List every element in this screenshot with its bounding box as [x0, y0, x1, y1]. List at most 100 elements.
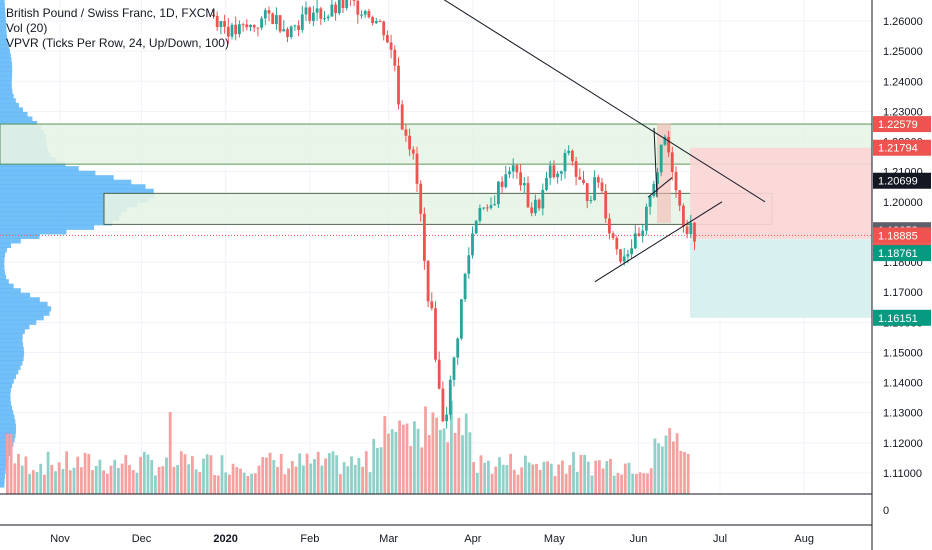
- volume-bar-down: [401, 424, 405, 494]
- price-label-last: [873, 227, 931, 244]
- candle-down: [515, 165, 519, 173]
- candle-down: [674, 171, 678, 191]
- candle-down: [552, 165, 556, 178]
- volume-bar-up: [590, 475, 594, 494]
- volume-bar-up: [627, 462, 631, 494]
- volume-bar-up: [165, 457, 168, 494]
- volume-bar-up: [224, 472, 228, 494]
- price-tick-label: 1.25000: [883, 46, 923, 58]
- volume-bar-up: [205, 454, 209, 494]
- profile-row: [0, 44, 9, 50]
- volume-bar-down: [213, 475, 216, 494]
- trendline-support: [594, 201, 723, 283]
- profile-row: [0, 419, 16, 425]
- profile-row: [0, 98, 16, 104]
- candle-down: [400, 104, 404, 130]
- volume-bar-down: [231, 463, 235, 494]
- candle-down: [667, 136, 670, 153]
- profile-row: [0, 297, 40, 303]
- candle-up: [459, 299, 463, 339]
- volume-profile: [0, 0, 155, 488]
- profile-row: [0, 26, 7, 32]
- volume-bar-down: [361, 466, 364, 494]
- profile-row: [0, 242, 12, 249]
- price-label-target: [873, 309, 931, 326]
- candle-up: [522, 183, 526, 186]
- candle-up: [323, 18, 326, 20]
- volume-bar-down: [568, 465, 572, 494]
- profile-row: [0, 206, 127, 212]
- trendline-resistance: [443, 0, 766, 203]
- volume-bar-down: [668, 428, 672, 494]
- time-tick-label: Aug: [794, 533, 814, 545]
- volume-bar-down: [268, 452, 272, 494]
- candle-down: [415, 153, 419, 184]
- volume-bar-down: [157, 467, 161, 494]
- candle-down: [574, 161, 578, 177]
- volume-bar-up: [35, 472, 39, 494]
- candle-down: [385, 35, 389, 43]
- volume-bar-up: [176, 464, 179, 494]
- profile-row: [0, 71, 13, 77]
- candle-up: [363, 11, 367, 15]
- volume-bar-down: [424, 406, 427, 494]
- profile-row: [0, 93, 14, 99]
- symbol-title[interactable]: British Pound / Swiss Franc, 1D, FXCM: [6, 6, 216, 20]
- candle-up: [249, 24, 252, 28]
- volume-bar-up: [664, 435, 668, 494]
- volume-bar-down: [339, 474, 342, 494]
- volume-indicator-label[interactable]: Vol (20): [6, 21, 48, 35]
- price-tick-label: 1.17000: [883, 287, 923, 299]
- candle-up: [644, 206, 648, 231]
- vpvr-indicator-label[interactable]: VPVR (Ticks Per Row, 24, Up/Down, 100): [6, 36, 229, 50]
- profile-row: [0, 301, 48, 307]
- volume-bar-down: [294, 466, 298, 494]
- volume-bar-down: [649, 468, 653, 494]
- candle-up: [219, 21, 223, 28]
- profile-row: [0, 111, 28, 117]
- volume-bar-up: [154, 475, 157, 494]
- volume-bar-up: [113, 459, 117, 494]
- volume-bar-up: [586, 461, 590, 494]
- chart-legend: British Pound / Swiss Franc, 1D, FXCM Vo…: [6, 6, 229, 51]
- time-axis[interactable]: Nov Dec 2020 Feb Mar Apr May Jun Jul Aug: [0, 493, 872, 545]
- volume-bar-up: [39, 463, 43, 494]
- volume-bar-down: [646, 473, 649, 494]
- candle-up: [504, 174, 508, 188]
- profile-row: [0, 48, 10, 54]
- volume-bar-down: [31, 470, 35, 494]
- profile-row: [0, 30, 7, 36]
- profile-row: [0, 35, 7, 41]
- volume-bar-up: [142, 451, 146, 494]
- profile-row: [0, 288, 21, 294]
- profile-row: [0, 423, 16, 429]
- volume-bar-down: [516, 474, 520, 494]
- volume-bar-down: [598, 460, 601, 494]
- profile-row: [0, 346, 24, 352]
- volume-bar-down: [383, 416, 387, 494]
- volume-bar-down: [253, 473, 257, 494]
- profile-row: [0, 220, 113, 226]
- volume-bar-down: [531, 464, 535, 494]
- price-axis[interactable]: 1.260001.250001.240001.230001.220001.210…: [871, 0, 932, 550]
- candle-down: [352, 0, 356, 1]
- trend-lines[interactable]: [430, 0, 766, 283]
- profile-row: [0, 7, 6, 13]
- volume-bar-up: [572, 451, 575, 494]
- candle-down: [267, 10, 271, 14]
- volume-bar-up: [320, 465, 324, 494]
- volume-bar-down: [579, 454, 583, 494]
- candle-up: [556, 173, 559, 178]
- volume-bar-down: [9, 434, 13, 494]
- profile-row: [0, 265, 5, 271]
- profile-row: [0, 355, 24, 362]
- profile-row: [0, 324, 30, 330]
- candle-down: [485, 207, 489, 209]
- candles: [212, 0, 696, 429]
- volume-bar-up: [302, 465, 305, 494]
- annotation-zones[interactable]: [0, 123, 873, 318]
- volume-bar-up: [327, 453, 331, 494]
- price-label-target-text: 1.16151: [878, 313, 918, 325]
- price-label-neutral: [873, 172, 931, 189]
